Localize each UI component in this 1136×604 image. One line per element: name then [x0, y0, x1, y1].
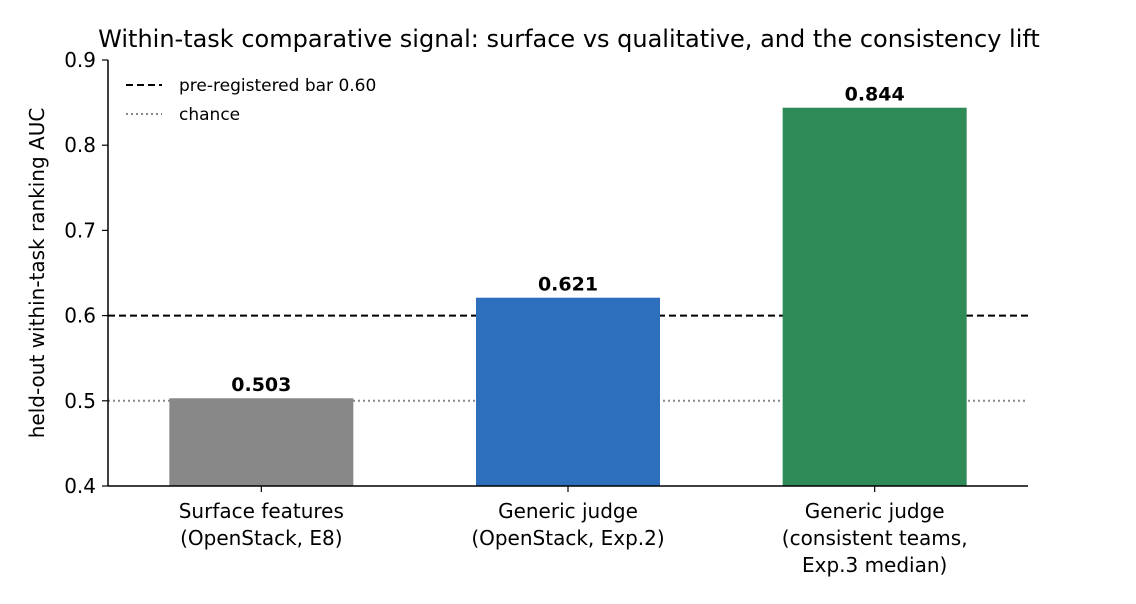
value-label-1: 0.621	[538, 274, 598, 296]
x-tick-label-0: Surface features (OpenStack, E8)	[179, 499, 344, 550]
y-tick-label: 0.9	[64, 48, 96, 72]
legend-label-0: pre-registered bar 0.60	[179, 76, 376, 96]
value-label-0: 0.503	[231, 374, 291, 396]
legend-label-1: chance	[179, 105, 240, 125]
bar-2	[782, 107, 967, 486]
y-axis-label: held-out within-task ranking AUC	[25, 108, 49, 439]
y-tick-label: 0.4	[64, 474, 96, 498]
value-label-2: 0.844	[845, 84, 905, 106]
bar-1	[476, 297, 660, 486]
legend: pre-registered bar 0.60 chance	[126, 76, 376, 125]
bar-0	[169, 398, 354, 486]
x-tick-label-1: Generic judge (OpenStack, Exp.2)	[471, 499, 664, 550]
y-ticks: 0.4 0.5 0.6 0.7 0.8 0.9	[64, 48, 108, 498]
y-tick-label: 0.7	[64, 218, 96, 242]
y-tick-label: 0.5	[64, 389, 96, 413]
y-tick-label: 0.8	[64, 133, 96, 157]
y-tick-label: 0.6	[64, 304, 96, 328]
value-labels: 0.503 0.621 0.844	[231, 84, 904, 397]
x-ticks: Surface features (OpenStack, E8) Generic j…	[179, 486, 968, 577]
bars	[169, 107, 967, 486]
chart-title: Within-task comparative signal: surface …	[98, 25, 1040, 53]
x-tick-label-2: Generic judge (consistent teams, Exp.3 med…	[782, 499, 968, 577]
